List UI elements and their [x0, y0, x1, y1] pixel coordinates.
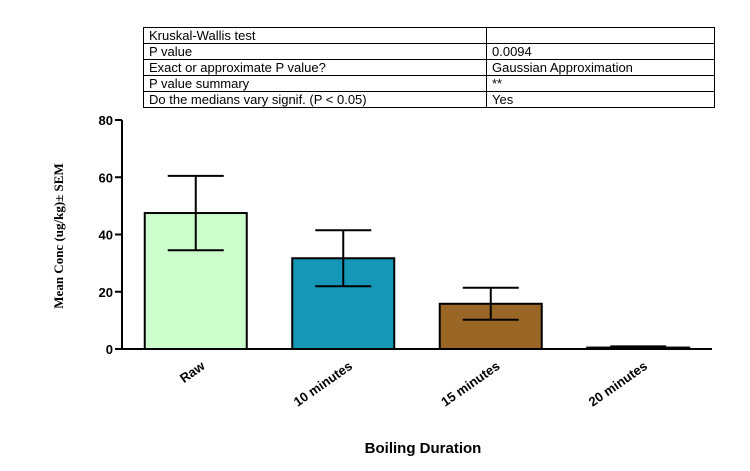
stats-label: Do the medians vary signif. (P < 0.05) — [143, 91, 487, 108]
chart-error-bars — [167, 174, 667, 350]
x-tick-label: 20 minutes — [586, 358, 650, 409]
y-tick-label: 0 — [106, 342, 113, 357]
x-axis-label: Boiling Duration — [365, 440, 482, 457]
stats-table: Kruskal-Wallis test P value 0.0094 Exact… — [143, 27, 715, 108]
stats-label: Exact or approximate P value? — [143, 59, 487, 76]
table-row: Exact or approximate P value? Gaussian A… — [143, 59, 715, 76]
chart-bars — [143, 212, 691, 351]
x-tick-labels: Raw 10 minutes 15 minutes 20 minutes — [177, 358, 650, 410]
y-axis-label: Mean Conc (ug/kg)± SEM — [51, 163, 66, 308]
y-tick-label: 40 — [99, 228, 113, 243]
stats-value: Yes — [486, 91, 715, 108]
stats-value: Gaussian Approximation — [486, 59, 715, 76]
y-tick-label: 60 — [99, 170, 113, 185]
x-tick-label: 10 minutes — [291, 358, 355, 409]
x-tick-label: Raw — [177, 358, 208, 386]
y-tick-label: 80 — [99, 113, 113, 128]
table-row: Do the medians vary signif. (P < 0.05) Y… — [143, 91, 715, 108]
y-tick-label: 20 — [99, 285, 113, 300]
x-tick-label: 15 minutes — [438, 358, 502, 409]
table-row: P value summary ** — [143, 75, 715, 92]
